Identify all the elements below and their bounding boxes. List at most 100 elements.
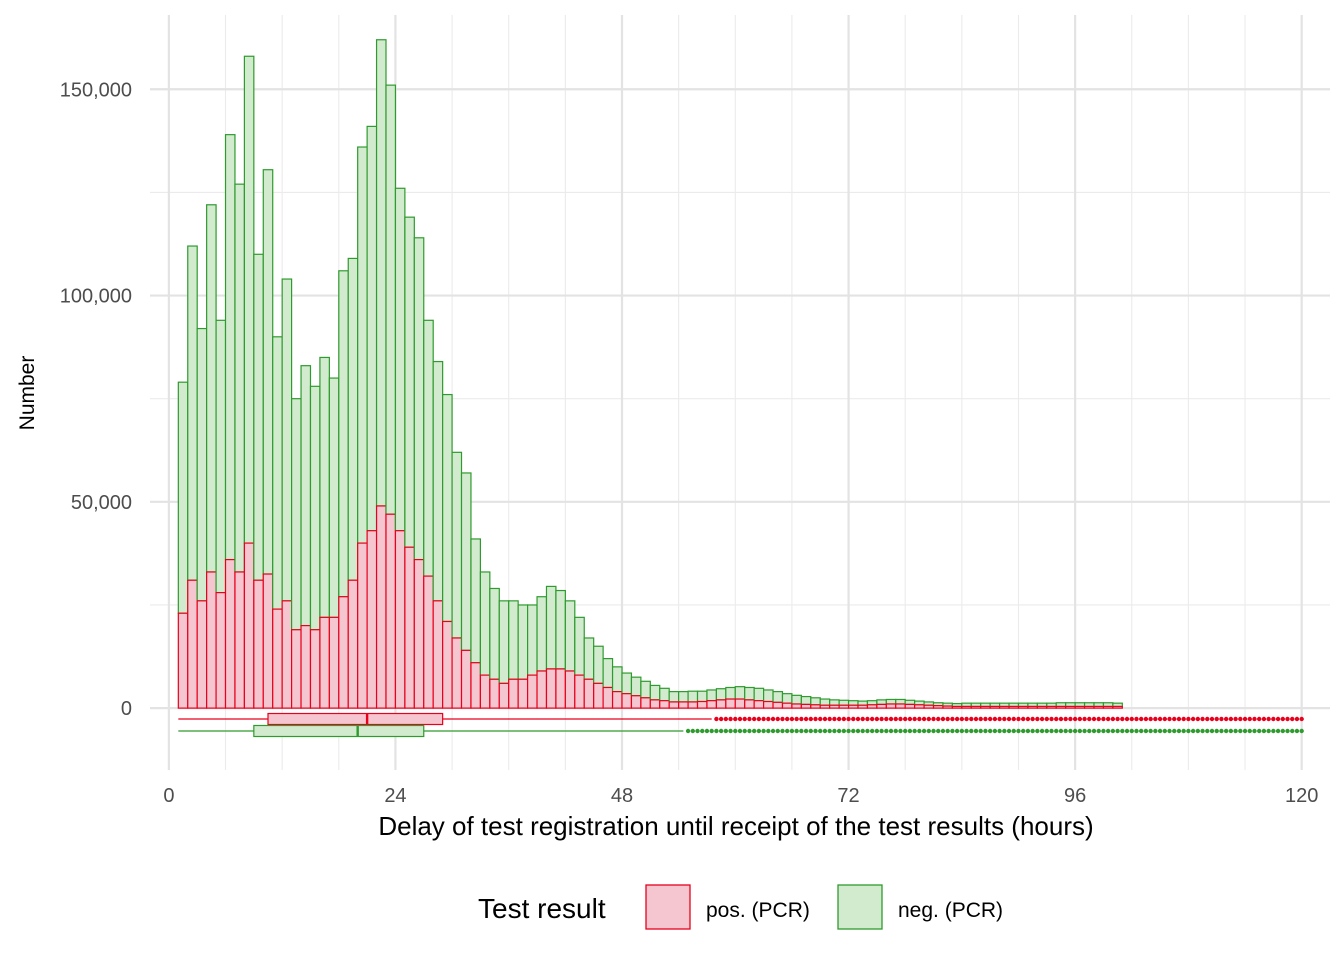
bar-pos [734, 698, 746, 709]
bar-neg [715, 688, 727, 701]
boxplot-outlier [822, 716, 828, 722]
bar-neg [640, 680, 651, 699]
boxplot-outlier [1021, 728, 1026, 734]
bar-pos [640, 697, 651, 709]
boxplot-outlier [983, 728, 988, 734]
bar-neg [319, 356, 330, 618]
bar-neg [196, 327, 208, 602]
boxplot-outlier [846, 716, 851, 722]
bar-pos [904, 703, 916, 709]
x-axis-title: Delay of test registration until receipt… [378, 811, 1093, 841]
bar-pos [206, 571, 217, 709]
bar-neg [442, 393, 453, 623]
boxplot-outlier [860, 728, 865, 734]
boxplot-outlier [869, 716, 875, 722]
bar-neg [300, 365, 312, 627]
bar-pos [602, 686, 614, 709]
boxplot-outlier [1072, 716, 1078, 722]
bar-neg [762, 689, 774, 703]
boxplot-outlier [785, 728, 790, 734]
bar-neg [177, 381, 189, 614]
bar-neg [375, 39, 387, 507]
bar-pos [621, 693, 633, 709]
bar-pos [838, 704, 850, 709]
bar-neg [583, 637, 595, 680]
boxplot-outlier [813, 728, 818, 734]
boxplot-outlier [1219, 716, 1224, 722]
boxplot-outlier [733, 728, 738, 734]
bar-pos [1112, 705, 1123, 709]
bar-pos [187, 579, 198, 709]
x-tick-label: 96 [1064, 785, 1086, 807]
boxplot-outlier [1129, 728, 1134, 734]
bar-neg [224, 134, 236, 561]
boxplot-outlier [1087, 716, 1092, 722]
boxplot-outlier [1209, 716, 1215, 722]
boxplot-outlier [718, 728, 724, 734]
bar-pos [914, 704, 925, 709]
bar-neg [829, 699, 840, 706]
boxplot-outlier [846, 728, 851, 734]
boxplot-outlier [1162, 728, 1168, 734]
boxplot-outlier [1002, 716, 1007, 722]
boxplot-outlier [1176, 728, 1182, 734]
boxplot-outlier [1006, 716, 1012, 722]
boxplot-outlier [1016, 728, 1021, 734]
bar-pos [1093, 705, 1105, 709]
boxplot-outlier [1068, 716, 1073, 722]
boxplot-outlier [1181, 728, 1186, 734]
boxplot-outlier [1205, 728, 1210, 734]
boxplot-outlier [1209, 728, 1215, 734]
bar-neg [215, 319, 227, 594]
bar-neg [489, 587, 500, 680]
bar-pos [630, 695, 642, 709]
bar-neg [781, 693, 793, 704]
bar-pos [668, 701, 680, 709]
bar-neg [885, 698, 897, 705]
boxplot-outlier [884, 716, 889, 722]
boxplot-outlier [1285, 716, 1290, 722]
bar-pos [1046, 705, 1057, 709]
boxplot-outlier [737, 716, 743, 722]
boxplot-outlier [1219, 728, 1224, 734]
boxplot-outlier [1205, 716, 1210, 722]
boxplot-outlier [888, 728, 894, 734]
bar-neg [857, 700, 869, 706]
bar-pos [498, 682, 510, 709]
boxplot-outlier [1181, 716, 1186, 722]
bar-neg [904, 699, 916, 706]
bar-pos [715, 699, 727, 709]
boxplot-outlier [1124, 716, 1130, 722]
boxplot-outlier [714, 728, 719, 734]
boxplot-outlier [1063, 728, 1068, 734]
bar-neg [876, 699, 887, 706]
boxplot-outlier [1091, 716, 1097, 722]
boxplot-outlier [1120, 728, 1125, 734]
boxplot-outlier [888, 716, 894, 722]
bar-pos [1036, 705, 1048, 709]
bar-pos [725, 698, 736, 709]
bar-pos [508, 678, 519, 709]
boxplot-outlier [912, 728, 917, 734]
boxplot-outlier [997, 716, 1002, 722]
boxplot-outlier [742, 716, 747, 722]
bar-neg [895, 698, 906, 705]
bar-neg [470, 538, 481, 664]
boxplot-outlier [1025, 716, 1031, 722]
bar-neg [206, 204, 217, 573]
boxplot-outlier [1294, 728, 1300, 734]
boxplot-outlier [1242, 716, 1248, 722]
bar-pos [1074, 705, 1086, 709]
bar-pos [338, 596, 349, 709]
boxplot-outlier [1058, 728, 1064, 734]
x-axis-tick-labels: 0 24 48 72 96 120 [163, 785, 1318, 807]
bar-neg [564, 600, 576, 672]
boxplot-outlier [1238, 728, 1243, 734]
bar-neg [479, 571, 491, 676]
bar-neg [413, 237, 425, 561]
boxplot-outlier [718, 716, 724, 722]
boxplot-outlier [921, 728, 927, 734]
bar-pos [1083, 705, 1095, 709]
bar-neg [810, 697, 821, 706]
boxplot-outlier [1247, 716, 1252, 722]
